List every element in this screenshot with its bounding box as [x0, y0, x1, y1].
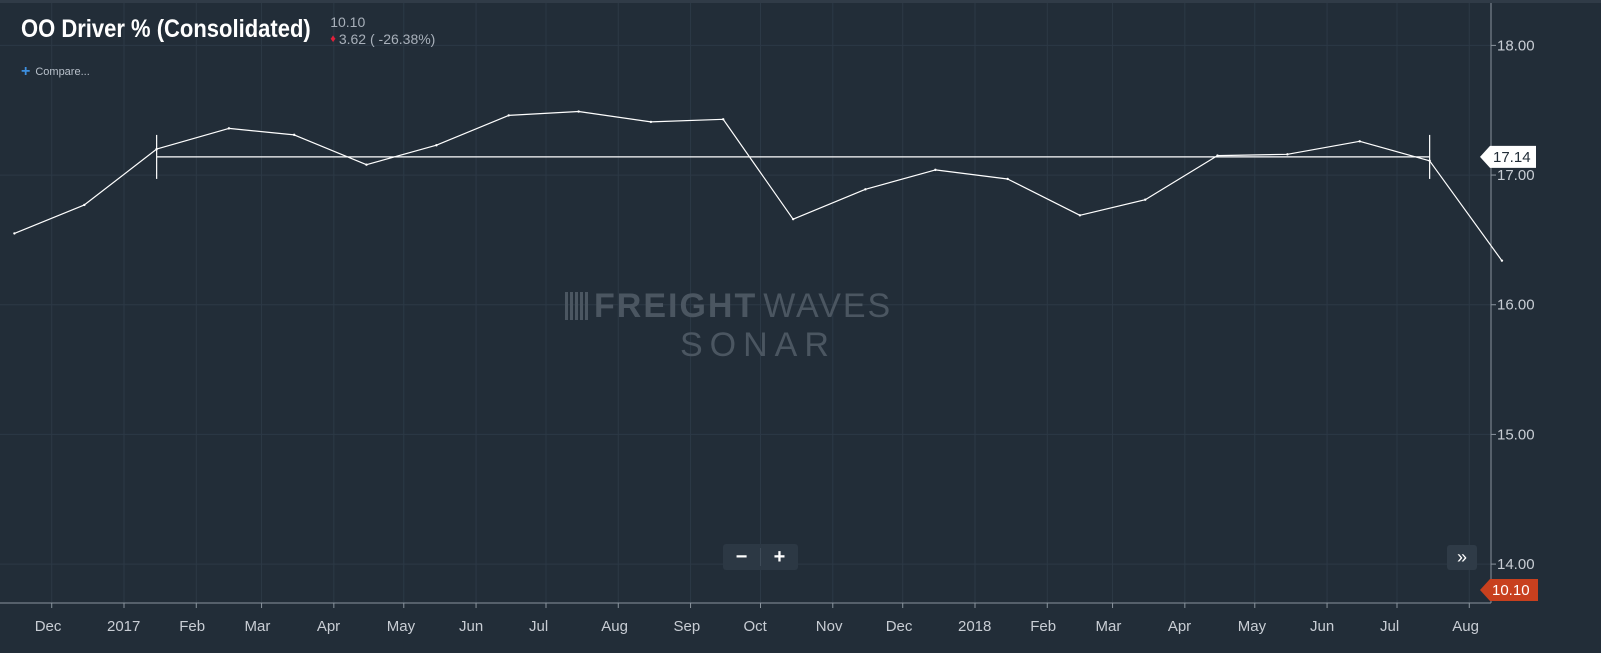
scroll-to-latest-button[interactable]: » — [1447, 545, 1477, 570]
x-tick-label: 2017 — [107, 618, 140, 635]
x-tick-label: Oct — [744, 618, 768, 635]
last-value-tag — [1480, 579, 1538, 601]
x-tick-label: Dec — [886, 618, 913, 635]
watermark-product: SONAR — [680, 326, 836, 364]
compare-button[interactable]: + Compare... — [21, 63, 90, 80]
grid — [0, 0, 1491, 603]
series-point — [435, 144, 438, 147]
quote-block: 10.10 ♦ 3.62 ( -26.38%) — [330, 14, 435, 48]
change-row: ♦ 3.62 ( -26.38%) — [330, 31, 435, 48]
y-tick-label: 16.00 — [1497, 297, 1535, 314]
x-tick-label: Jun — [1310, 618, 1334, 635]
last-value: 10.10 — [330, 14, 366, 30]
x-tick-label: Sep — [674, 618, 701, 635]
zoom-divider — [760, 548, 761, 566]
series-point — [934, 168, 937, 172]
series-point — [1286, 153, 1289, 156]
series-point — [1500, 259, 1504, 262]
last-value-label: 10.10 — [1492, 582, 1530, 599]
x-tick-label: May — [387, 618, 416, 635]
watermark-brand: FREIGHT WAVES — [565, 287, 1005, 325]
zoom-in-button[interactable]: + — [773, 545, 786, 568]
zoom-controls: − + — [723, 544, 798, 570]
series-point — [13, 232, 16, 235]
watermark-brand-bold: FREIGHT — [594, 287, 758, 325]
series-point — [864, 188, 867, 191]
series-point — [1078, 214, 1082, 217]
series-point — [577, 110, 580, 113]
freightwaves-sonar-watermark: FREIGHT WAVES SONAR — [565, 287, 1005, 365]
series-point — [649, 120, 653, 124]
series-point — [1358, 140, 1361, 143]
x-tick-label: Apr — [1168, 618, 1191, 635]
x-tick-label: Mar — [245, 618, 271, 635]
x-tick-label: Mar — [1096, 618, 1122, 635]
series-point — [791, 217, 795, 221]
series-point — [1216, 154, 1219, 157]
x-tick-label: 2018 — [958, 618, 991, 635]
series-point — [293, 133, 296, 137]
series-point — [721, 118, 725, 121]
average-value-label: 17.14 — [1493, 149, 1531, 166]
series-line — [14, 110, 1503, 262]
x-tick-label: Aug — [1452, 618, 1479, 635]
x-tick-label: Feb — [1030, 618, 1056, 635]
zoom-out-button[interactable]: − — [735, 545, 748, 568]
x-tick-label: Jul — [529, 618, 548, 635]
axis-labels: Dec 2017 Feb Mar Apr May Jun Jul Aug Sep Oct Nov Dec… — [35, 37, 1538, 635]
x-tick-label: Jun — [459, 618, 483, 635]
series-point — [227, 127, 231, 130]
watermark-logo-icon — [565, 292, 588, 320]
series-point — [365, 163, 368, 166]
change-value: 3.62 ( -26.38%) — [338, 31, 436, 47]
x-tick-label: Feb — [179, 618, 205, 635]
y-tick-label: 17.00 — [1497, 167, 1535, 184]
series-point — [83, 203, 86, 207]
series-point — [1428, 159, 1431, 162]
x-tick-label: Jul — [1380, 618, 1399, 635]
x-tick-label: Apr — [317, 618, 340, 635]
x-tick-label: Dec — [35, 618, 62, 635]
chart-header: OO Driver % (Consolidated) 10.10 ♦ 3.62 … — [21, 12, 435, 48]
y-tick-label: 18.00 — [1497, 37, 1535, 54]
series-point — [1144, 198, 1147, 201]
y-tick-label: 14.00 — [1497, 556, 1535, 573]
y-tick-label: 15.00 — [1497, 426, 1535, 443]
series-point — [507, 114, 510, 117]
axes — [0, 0, 1601, 608]
down-arrow-icon: ♦ — [330, 33, 336, 45]
average-line-group[interactable] — [156, 134, 1431, 179]
x-tick-label: May — [1238, 618, 1267, 635]
series-point — [155, 147, 158, 151]
plus-icon: + — [21, 63, 31, 80]
average-value-tag — [1480, 145, 1536, 168]
x-tick-label: Nov — [816, 618, 843, 635]
watermark-brand-light: WAVES — [763, 287, 893, 325]
x-tick-label: Aug — [601, 618, 628, 635]
series-point — [1006, 177, 1009, 181]
top-border — [0, 0, 1601, 3]
chart-title: OO Driver % (Consolidated) — [21, 15, 311, 43]
compare-label: Compare... — [35, 66, 90, 78]
series-group — [13, 110, 1504, 262]
